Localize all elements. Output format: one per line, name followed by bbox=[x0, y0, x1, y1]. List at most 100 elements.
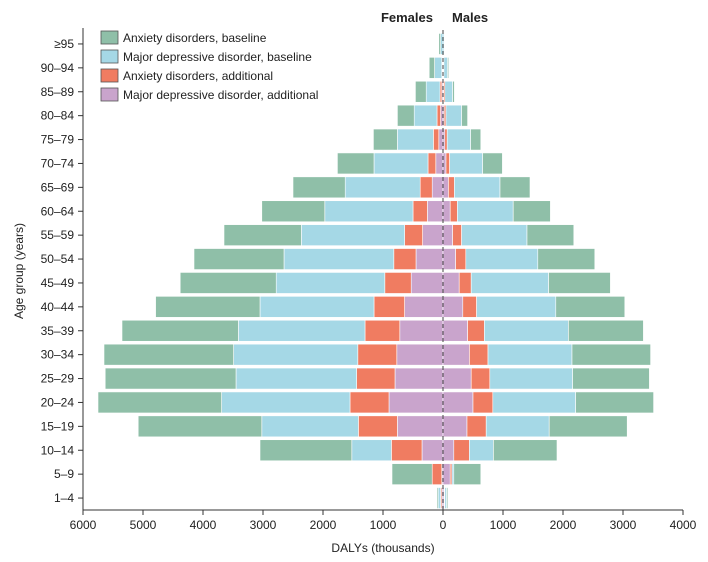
y-tick-label: 65–69 bbox=[41, 180, 75, 194]
x-tick-label: 1000 bbox=[490, 518, 517, 532]
bar-male-40-44-series-1 bbox=[476, 296, 557, 318]
y-tick-label: 15–19 bbox=[41, 419, 75, 433]
bar-female-40-44-series-3 bbox=[404, 296, 444, 318]
x-tick-label: 4000 bbox=[670, 518, 697, 532]
bar-male-50-54-series-1 bbox=[465, 248, 539, 270]
bar-male-25-29-series-1 bbox=[489, 367, 573, 390]
bar-male-50-54-series-2 bbox=[455, 248, 467, 270]
x-tick-label: 3000 bbox=[250, 518, 277, 532]
bar-female-20-24-series-3 bbox=[388, 391, 444, 414]
bar-female-70-74-series-0 bbox=[337, 152, 375, 175]
bar-female-70-74-series-1 bbox=[373, 152, 429, 175]
bar-male-75-79-series-1 bbox=[446, 128, 471, 151]
bar-male-65-69-series-0 bbox=[499, 176, 531, 199]
legend-label: Major depressive disorder, additional bbox=[123, 88, 318, 102]
bar-female-60-64-series-0 bbox=[261, 200, 326, 223]
bar-female-85-89-series-1 bbox=[425, 80, 441, 103]
legend-swatch bbox=[100, 30, 119, 45]
bar-male-55-59-series-3 bbox=[442, 224, 453, 246]
bar-female-60-64-series-2 bbox=[412, 200, 428, 223]
bar-male-5-9-series-3 bbox=[442, 463, 451, 485]
bar-male-20-24-series-3 bbox=[442, 391, 474, 414]
bar-male-10-14-series-3 bbox=[442, 439, 455, 462]
females-side-label: Females bbox=[381, 10, 433, 25]
axes-layer: 6000 5000 4000 3000 2000 1000 0 1000 2000 3000 400… bbox=[41, 28, 697, 532]
bar-female-40-44-series-0 bbox=[155, 296, 261, 318]
bar-male-10-14-series-0 bbox=[493, 439, 558, 462]
bar-male-70-74-series-1 bbox=[449, 152, 483, 175]
legend-swatch bbox=[100, 49, 119, 64]
bar-female-55-59-series-2 bbox=[404, 224, 423, 246]
y-tick-label: 75–79 bbox=[41, 133, 75, 147]
bar-male-25-29-series-3 bbox=[442, 367, 472, 390]
legend: Anxiety disorders, baseline Major depress… bbox=[100, 30, 318, 102]
bar-male-15-19-series-1 bbox=[485, 415, 550, 438]
bar-male-60-64-series-1 bbox=[457, 200, 514, 223]
bar-male-55-59-series-0 bbox=[526, 224, 575, 246]
y-tick-label: 35–39 bbox=[41, 324, 75, 338]
y-tick-label: 45–49 bbox=[41, 276, 75, 290]
bar-female-75-79-series-0 bbox=[373, 128, 398, 151]
x-tick-label: 2000 bbox=[310, 518, 337, 532]
bar-female-70-74-series-3 bbox=[435, 152, 444, 175]
x-tick-label: 0 bbox=[440, 518, 447, 532]
y-tick-label: 50–54 bbox=[41, 252, 75, 266]
bar-male--95-series-0 bbox=[443, 33, 446, 55]
bar-female-20-24-series-0 bbox=[97, 391, 222, 414]
bar-female-40-44-series-2 bbox=[373, 296, 405, 318]
bar-male-65-69-series-2 bbox=[448, 176, 455, 199]
bar-female-30-34-series-1 bbox=[233, 343, 359, 366]
bar-female-30-34-series-3 bbox=[396, 343, 444, 366]
bar-male-45-49-series-3 bbox=[442, 272, 460, 294]
bar-male-25-29-series-2 bbox=[470, 367, 491, 390]
bar-female-25-29-series-1 bbox=[235, 367, 357, 390]
bar-female-80-84-series-0 bbox=[397, 104, 415, 127]
bar-female-60-64-series-1 bbox=[324, 200, 414, 223]
bar-male-85-89-series-1 bbox=[444, 80, 453, 103]
bar-male-1-4-series-0 bbox=[446, 487, 449, 509]
bar-male-80-84-series-1 bbox=[445, 104, 462, 127]
bar-female-55-59-series-0 bbox=[223, 224, 302, 246]
bar-female-50-54-series-2 bbox=[393, 248, 417, 270]
legend-swatch bbox=[100, 68, 119, 83]
bar-male-10-14-series-1 bbox=[469, 439, 494, 462]
bar-male-35-39-series-1 bbox=[484, 319, 569, 342]
y-tick-label: 40–44 bbox=[41, 300, 75, 314]
bar-female-25-29-series-0 bbox=[104, 367, 237, 390]
legend-label: Major depressive disorder, baseline bbox=[123, 50, 312, 64]
bar-male-85-89-series-0 bbox=[452, 80, 455, 103]
bar-female-55-59-series-1 bbox=[301, 224, 405, 246]
bar-female-70-74-series-2 bbox=[427, 152, 437, 175]
bar-male-45-49-series-1 bbox=[470, 272, 549, 294]
bar-male-90-94-series-0 bbox=[447, 57, 450, 79]
bar-male-60-64-series-0 bbox=[512, 200, 551, 223]
bar-female-65-69-series-0 bbox=[292, 176, 346, 199]
bar-female-20-24-series-2 bbox=[349, 391, 390, 414]
bar-male-5-9-series-0 bbox=[453, 463, 482, 485]
bar-female-65-69-series-2 bbox=[419, 176, 433, 199]
bar-female-75-79-series-2 bbox=[433, 128, 440, 151]
x-tick-label: 1000 bbox=[370, 518, 397, 532]
bar-male-10-14-series-2 bbox=[453, 439, 470, 462]
bar-female-25-29-series-2 bbox=[356, 367, 396, 390]
bar-female-15-19-series-2 bbox=[358, 415, 398, 438]
bar-male-25-29-series-0 bbox=[572, 367, 650, 390]
bar-female-45-49-series-0 bbox=[179, 272, 277, 294]
bar-male-55-59-series-1 bbox=[461, 224, 528, 246]
bar-male-80-84-series-0 bbox=[461, 104, 468, 127]
bar-male-70-74-series-2 bbox=[445, 152, 450, 175]
bar-female-75-79-series-1 bbox=[397, 128, 434, 151]
bar-male-35-39-series-3 bbox=[442, 319, 468, 342]
bar-female-45-49-series-3 bbox=[410, 272, 444, 294]
bar-female--95-series-0 bbox=[438, 33, 441, 55]
bar-male-50-54-series-3 bbox=[442, 248, 456, 270]
bar-female-35-39-series-0 bbox=[121, 319, 239, 342]
bar-male-35-39-series-2 bbox=[467, 319, 485, 342]
y-tick-label: 1–4 bbox=[54, 491, 74, 505]
bar-female-50-54-series-1 bbox=[283, 248, 395, 270]
bar-female-10-14-series-0 bbox=[259, 439, 353, 462]
bar-female-30-34-series-0 bbox=[103, 343, 234, 366]
legend-swatch bbox=[100, 87, 119, 102]
y-tick-label: 5–9 bbox=[54, 467, 74, 481]
bar-female-20-24-series-1 bbox=[221, 391, 351, 414]
